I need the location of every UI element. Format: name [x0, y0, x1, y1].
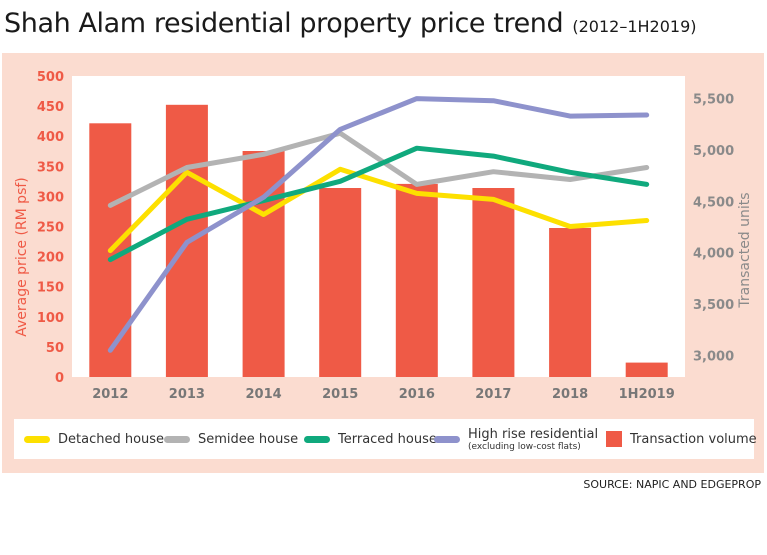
bar-2017	[472, 188, 515, 377]
right-tick-label: 5,500	[693, 93, 734, 108]
left-tick-label: 450	[37, 100, 64, 115]
left-tick-label: 100	[37, 311, 64, 326]
chart-title-main: Shah Alam residential property price tre…	[4, 8, 564, 39]
legend-label-detached: Detached house	[58, 431, 165, 447]
right-tick-label: 3,500	[693, 298, 734, 313]
legend-item-semidee: Semidee house	[164, 419, 298, 459]
bar-group	[89, 104, 668, 378]
bar-2016	[395, 183, 438, 377]
legend-sublabel-highrise: (excluding low-cost flats)	[468, 441, 581, 452]
right-axis-ticks: 3,000 3,500 4,000 4,500 5,000 5,500	[693, 93, 734, 365]
chart-svg: 0 50 100 150 200 250 300 350 400 450 500 3,000 3,50…	[14, 70, 753, 402]
legend-label-volume: Transaction volume	[630, 431, 757, 447]
x-tick-label: 2013	[169, 387, 205, 402]
line-group	[107, 96, 650, 353]
left-tick-label: 400	[37, 130, 64, 145]
x-tick-label: 2018	[552, 387, 588, 402]
line-high-rise-residential	[107, 96, 650, 353]
legend: Detached house Semidee house Terraced ho…	[14, 419, 757, 459]
x-tick-label: 2012	[92, 387, 128, 402]
legend-label-highrise: High rise residential	[468, 426, 599, 442]
legend-item-detached: Detached house	[24, 419, 164, 459]
left-tick-label: 150	[37, 281, 64, 296]
left-axis-ticks: 0 50 100 150 200 250 300 350 400 450 500	[37, 70, 64, 386]
left-tick-label: 350	[37, 160, 64, 175]
left-tick-label: 300	[37, 190, 64, 205]
left-tick-label: 500	[37, 70, 64, 85]
left-tick-label: 200	[37, 251, 64, 266]
legend-item-highrise: High rise residential (excluding low-cos…	[434, 419, 598, 459]
right-tick-label: 4,000	[693, 247, 734, 262]
legend-item-terraced: Terraced house	[304, 419, 437, 459]
legend-swatch-volume	[606, 431, 622, 447]
legend-label-terraced: Terraced house	[338, 431, 437, 447]
left-tick-label: 0	[55, 371, 64, 386]
line-semidee-house	[107, 130, 650, 208]
legend-label-semidee: Semidee house	[198, 431, 299, 447]
legend-swatch-highrise	[434, 435, 460, 443]
source-note: SOURCE: NAPIC AND EDGEPROP	[583, 478, 761, 491]
left-axis-title: Average price (RM psf)	[14, 177, 30, 337]
line-detached-house	[107, 166, 650, 254]
right-tick-label: 4,500	[693, 195, 734, 210]
x-tick-label: 2015	[322, 387, 358, 402]
line-terraced-house	[107, 145, 650, 263]
right-tick-label: 3,000	[693, 349, 734, 364]
x-tick-label: 2014	[246, 387, 282, 402]
left-tick-label: 250	[37, 221, 64, 236]
left-tick-label: 50	[46, 341, 64, 356]
legend-item-volume: Transaction volume	[606, 419, 757, 459]
bar-2018	[549, 228, 592, 377]
x-tick-label: 1H2019	[619, 387, 675, 402]
chart-subtitle: (2012–1H2019)	[572, 17, 697, 36]
bar-2014	[242, 151, 285, 377]
right-axis-title: Transacted units	[737, 192, 753, 308]
bar-1H2019	[625, 362, 668, 377]
bar-2015	[319, 188, 362, 377]
legend-swatch-terraced	[304, 435, 330, 443]
x-tick-label: 2016	[399, 387, 435, 402]
x-axis-ticks: 2012 2013 2014 2015 2016 2017 2018 1H2019	[92, 387, 675, 402]
legend-swatch-semidee	[164, 435, 190, 443]
x-tick-label: 2017	[475, 387, 511, 402]
right-tick-label: 5,000	[693, 144, 734, 159]
legend-swatch-detached	[24, 435, 50, 443]
legend-label-highrise-block: High rise residential (excluding low-cos…	[468, 427, 598, 452]
chart-title: Shah Alam residential property price tre…	[4, 8, 697, 39]
